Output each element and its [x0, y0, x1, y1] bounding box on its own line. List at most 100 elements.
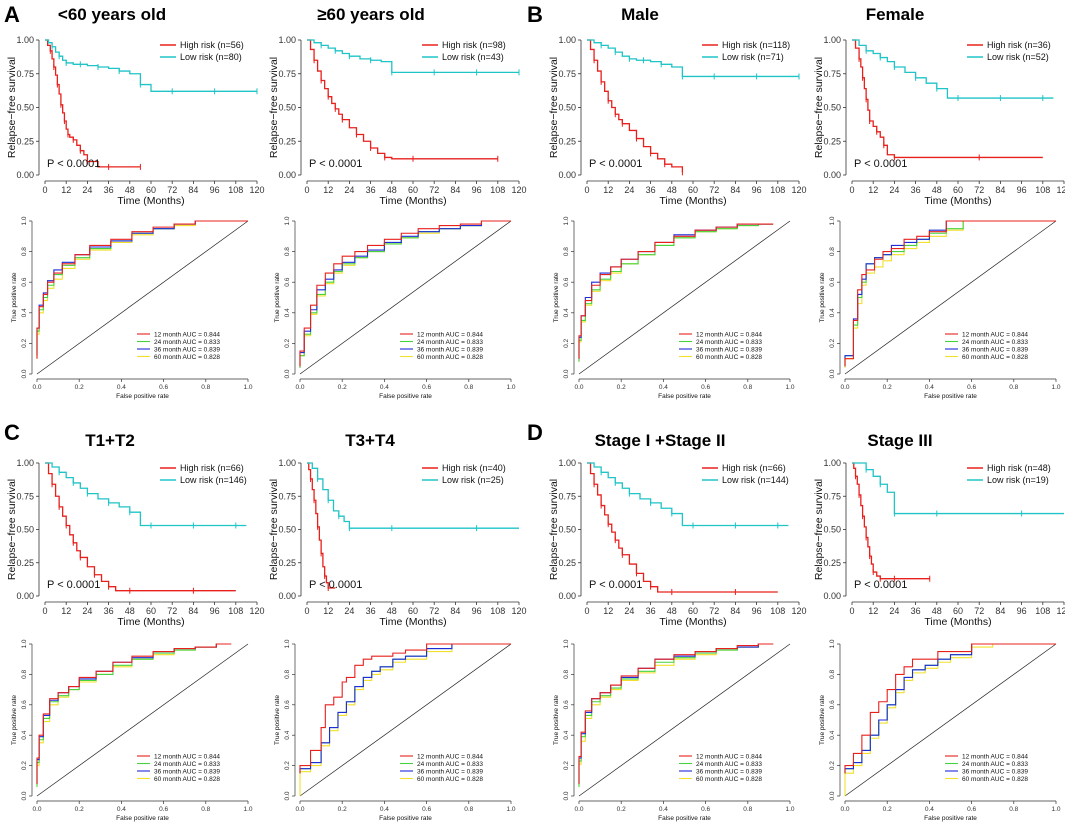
roc-stage3-legend-label: 12 month AUC = 0.844 [962, 753, 1028, 760]
km-stage3-ytick-label: 0.00 [823, 591, 841, 601]
roc-male-legend-label: 60 month AUC = 0.828 [696, 354, 762, 361]
km-female-ytick-label: 0.75 [823, 69, 841, 79]
km-t1t2-curve-low [45, 462, 247, 527]
roc-stage3-ytick-label: 0.2 [829, 761, 836, 770]
km-t3t4-curve-high [307, 462, 336, 589]
km-lt60-xtick-label: 72 [167, 185, 177, 195]
km-t1t2-ytick-label: 1.00 [16, 458, 34, 468]
km-female-xlabel: Time (Months) [924, 195, 991, 207]
roc-t3t4-xtick-label: 0.8 [464, 806, 473, 813]
km-t3t4-xtick-label: 36 [366, 606, 376, 616]
roc-female-xtick-label: 0.8 [1009, 384, 1018, 391]
km-ge60-xtick-label: 0 [304, 185, 309, 195]
roc-t3t4-legend-label: 24 month AUC = 0.833 [417, 761, 483, 768]
roc-female-ytick-label: 1.0 [829, 216, 836, 225]
km-t1t2-xtick-label: 0 [42, 606, 47, 616]
km-stage12-xtick-label: 12 [603, 606, 613, 616]
km-t1t2-ytick-label: 0.50 [16, 525, 34, 535]
km-lt60-ytick-label: 0.00 [16, 170, 34, 180]
km-male-xtick-label: 96 [752, 185, 762, 195]
roc-female-xtick-label: 0.2 [883, 384, 892, 391]
roc-male-legend-label: 24 month AUC = 0.833 [696, 339, 762, 346]
roc-ge60-xtick-label: 0.0 [295, 384, 304, 391]
km-t3t4-xtick-label: 96 [472, 606, 482, 616]
km-stage3-ylabel: Relapse−free survival [813, 479, 825, 580]
km-lt60-xtick-label: 24 [82, 185, 92, 195]
km-stage3-title: Stage III [867, 431, 932, 450]
roc-lt60-curve-12-month [36, 220, 248, 359]
km-t3t4-plot: T3+T4 0.00 0.25 0.50 0.75 1.00 0 12 24 36 48 60 72 84… [268, 431, 527, 628]
roc-ge60-xtick-label: 0.2 [338, 384, 347, 391]
km-female-xtick-label: 60 [953, 185, 963, 195]
km-stage3-xtick-label: 48 [932, 606, 942, 616]
roc-stage3-ytick-label: 0.6 [829, 700, 836, 709]
roc-t3t4-ylabel: True positive rate [274, 695, 281, 745]
km-ge60-xtick-label: 96 [472, 185, 482, 195]
roc-stage12-ytick-label: 0.6 [563, 700, 570, 709]
km-female-xtick-label: 96 [1017, 185, 1027, 195]
roc-t3t4-legend-label: 36 month AUC = 0.839 [417, 768, 483, 775]
roc-t1t2-xtick-label: 0.8 [201, 806, 210, 813]
km-t3t4-xtick-label: 24 [344, 606, 354, 616]
km-t1t2-legend-label: High risk (n=66) [180, 463, 244, 473]
km-male-xtick-label: 36 [646, 185, 656, 195]
roc-stage3-legend-label: 60 month AUC = 0.828 [962, 776, 1028, 783]
km-t1t2-curve-high [45, 462, 236, 592]
roc-lt60-xtick-label: 0.0 [32, 384, 41, 391]
km-stage3-xtick-label: 36 [911, 606, 921, 616]
km-stage12-pvalue: P < 0.0001 [589, 579, 642, 591]
km-lt60-ytick-label: 0.25 [16, 136, 34, 146]
km-t1t2-xtick-label: 72 [167, 606, 177, 616]
roc-stage12-ytick-label: 0.0 [563, 791, 570, 800]
roc-stage12-legend-label: 36 month AUC = 0.839 [696, 768, 762, 775]
km-t1t2-xtick-label: 36 [104, 606, 114, 616]
km-lt60-plot: <60 years old 0.00 0.25 0.50 0.75 1.00 0 12 24 36… [6, 5, 265, 207]
panel-letter-b: B [527, 2, 543, 27]
km-lt60-curve-low [45, 39, 257, 92]
km-lt60-pvalue: P < 0.0001 [47, 158, 100, 170]
roc-t3t4-xtick-label: 0.0 [295, 806, 304, 813]
km-t1t2-xtick-label: 24 [82, 606, 92, 616]
km-ge60-curve-low [307, 39, 519, 74]
roc-stage12-legend-label: 24 month AUC = 0.833 [696, 761, 762, 768]
roc-ge60-diagonal [299, 220, 512, 375]
roc-male-ylabel: True positive rate [553, 272, 560, 322]
km-stage3-ytick-label: 0.25 [823, 558, 841, 568]
roc-stage3-ytick-label: 0.4 [829, 730, 836, 739]
roc-stage12-ytick-label: 0.2 [563, 761, 570, 770]
km-ge60-ytick-label: 0.25 [278, 136, 296, 146]
roc-stage3-xtick-label: 0.6 [967, 806, 976, 813]
km-ge60-xtick-label: 12 [323, 185, 333, 195]
roc-female-xtick-label: 1.0 [1051, 384, 1060, 391]
km-stage3-xtick-label: 120 [1056, 606, 1065, 616]
roc-lt60-xlabel: False positive rate [116, 393, 169, 400]
km-female-legend-label: Low risk (n=52) [987, 52, 1049, 62]
roc-female-legend-label: 24 month AUC = 0.833 [962, 339, 1028, 346]
km-stage12-xtick-label: 48 [667, 606, 677, 616]
roc-stage12-xtick-label: 0.4 [659, 806, 668, 813]
km-female-ytick-label: 0.50 [823, 103, 841, 113]
km-female-title: Female [866, 5, 925, 24]
km-female-xtick-label: 24 [889, 185, 899, 195]
roc-t1t2-legend-label: 24 month AUC = 0.833 [154, 761, 220, 768]
roc-stage3-legend-label: 24 month AUC = 0.833 [962, 761, 1028, 768]
km-stage12-xtick-label: 72 [709, 606, 719, 616]
km-female-xtick-label: 48 [932, 185, 942, 195]
km-ge60-xtick-label: 24 [344, 185, 354, 195]
roc-t3t4-ytick-label: 1.0 [284, 639, 291, 648]
roc-t3t4-xtick-label: 0.6 [422, 806, 431, 813]
roc-female-curve-12-month [844, 220, 1056, 367]
km-ge60-ytick-label: 0.50 [278, 103, 296, 113]
roc-ge60-ytick-label: 0.4 [284, 308, 291, 317]
km-male-xtick-label: 12 [603, 185, 613, 195]
roc-stage3-xtick-label: 0.4 [925, 806, 934, 813]
roc-t1t2-ytick-label: 1.0 [21, 639, 28, 648]
km-stage3-ytick-label: 0.75 [823, 491, 841, 501]
km-male-legend-label: High risk (n=118) [722, 40, 790, 50]
km-stage12-legend-label: High risk (n=66) [722, 463, 786, 473]
roc-male-xtick-label: 0.0 [574, 384, 583, 391]
km-male-xlabel: Time (Months) [659, 195, 726, 207]
roc-stage3-xtick-label: 1.0 [1051, 806, 1060, 813]
roc-ge60-xtick-label: 0.4 [380, 384, 389, 391]
roc-stage12-ytick-label: 0.4 [563, 730, 570, 739]
